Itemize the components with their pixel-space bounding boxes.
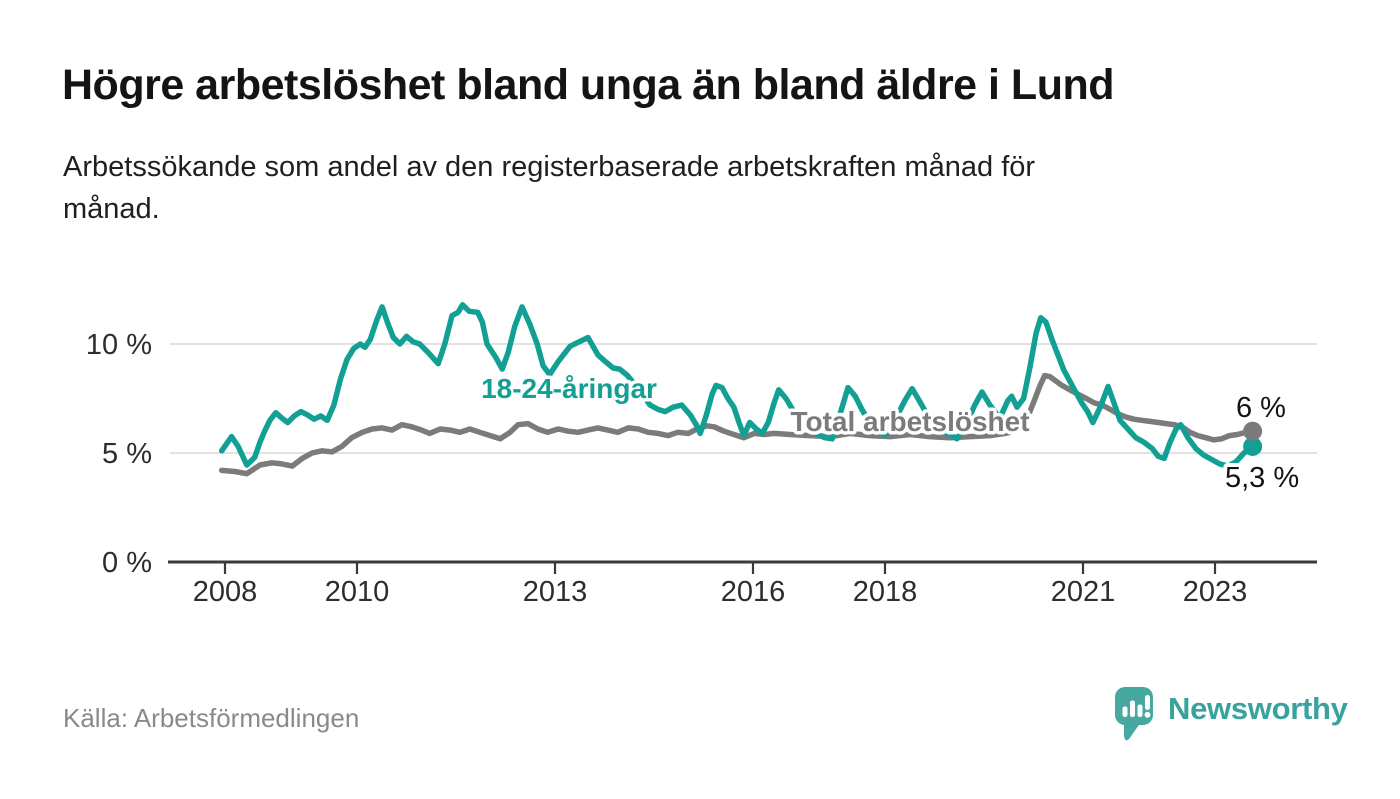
end-dot-youth-18-24	[1243, 436, 1263, 456]
x-axis-tick-label: 2016	[721, 576, 786, 608]
line-youth-18-24	[218, 302, 1256, 469]
x-axis-tick-label: 2021	[1051, 576, 1116, 608]
newsworthy-logo: Newsworthy	[1114, 686, 1354, 756]
x-axis-tick-label: 2013	[523, 576, 588, 608]
y-axis-tick-label: 10 %	[86, 329, 152, 361]
end-value-label-youth: 5,3 %	[1225, 462, 1299, 494]
x-axis-tick-label: 2008	[193, 576, 258, 608]
series-label-youth: 18-24-åringar	[481, 373, 657, 404]
axes-and-ticks: 0 % 5 % 10 % 2008 2010 2013 2016 2018 2021 2023	[86, 329, 1317, 608]
bar-chart-speech-bubble-icon	[1115, 687, 1153, 741]
end-dot-total	[1243, 421, 1263, 441]
x-axis-tick-label: 2018	[853, 576, 918, 608]
series-lines	[218, 302, 1263, 477]
x-axis-tick-label: 2010	[325, 576, 390, 608]
source-note: Källa: Arbetsförmedlingen	[63, 703, 360, 733]
x-axis-tick-label: 2023	[1183, 576, 1248, 608]
y-axis-tick-label: 5 %	[102, 438, 152, 470]
y-axis-tick-label: 0 %	[102, 547, 152, 579]
chart-subtitle: Arbetssökande som andel av den registerb…	[63, 151, 1036, 226]
chart-annotations: 18-24-åringar Total arbetslöshet 6 % 5,3…	[478, 370, 1304, 499]
end-value-label-total: 6 %	[1236, 392, 1286, 424]
series-label-total: Total arbetslöshet	[790, 406, 1029, 437]
newsworthy-wordmark: Newsworthy	[1168, 691, 1348, 726]
chart-title: Högre arbetslöshet bland unga än bland ä…	[62, 61, 1115, 109]
